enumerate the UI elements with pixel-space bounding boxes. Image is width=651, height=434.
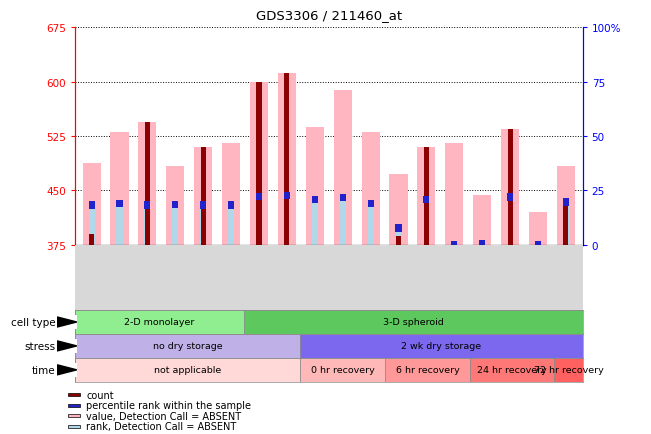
Polygon shape [57,317,77,327]
Bar [200,205,206,245]
Text: cell type: cell type [10,317,55,327]
Bar [563,204,569,245]
Bar [145,122,150,245]
Bar [389,175,408,245]
Bar [395,230,402,245]
Bar [395,225,402,232]
Bar [145,205,150,245]
Bar [284,74,290,245]
Text: percentile rank within the sample: percentile rank within the sample [86,401,251,410]
Bar [145,202,150,209]
Polygon shape [57,341,77,351]
Bar [479,241,485,248]
Bar [111,133,128,245]
Bar [423,197,430,204]
Text: time: time [32,365,55,375]
Bar [139,122,156,245]
Bar [68,393,79,397]
Bar [117,201,122,207]
Text: 72 hr recovery: 72 hr recovery [534,365,603,375]
Bar [396,237,401,245]
Text: count: count [86,390,114,400]
Bar [222,144,240,245]
Bar [256,82,262,245]
Bar [368,201,374,207]
Text: 24 hr recovery: 24 hr recovery [477,365,547,375]
Bar [340,200,346,245]
Bar [89,234,94,245]
Bar [117,204,122,245]
Bar [306,127,324,245]
Bar [529,213,547,245]
Bar [445,144,464,245]
Bar [333,91,352,245]
Bar [250,82,268,245]
Bar [228,202,234,209]
Bar [83,164,101,245]
Bar [361,133,380,245]
Bar [557,167,575,245]
Bar [200,202,206,209]
Bar [470,358,554,382]
Bar [68,425,79,428]
Bar [166,167,184,245]
Bar [75,334,300,358]
Bar [256,193,262,201]
Bar [507,194,513,201]
Bar [173,201,178,208]
Text: value, Detection Call = ABSENT: value, Detection Call = ABSENT [86,411,242,421]
Bar [385,358,470,382]
Bar [340,194,346,202]
Bar [256,198,262,245]
Bar [535,242,541,249]
Text: rank, Detection Call = ABSENT: rank, Detection Call = ABSENT [86,421,236,431]
Bar [312,202,318,245]
Bar [563,199,569,206]
Bar [563,198,568,245]
Text: 2 wk dry storage: 2 wk dry storage [402,342,482,351]
Bar [278,74,296,245]
Bar [300,358,385,382]
Bar [312,197,318,204]
Bar [424,148,429,245]
Text: stress: stress [24,341,55,351]
Bar [451,242,458,249]
Bar [89,202,94,209]
Bar [201,148,206,245]
Bar [501,129,519,245]
Bar [173,205,178,245]
Bar [473,196,492,245]
Bar [368,207,374,245]
Text: 0 hr recovery: 0 hr recovery [311,365,374,375]
Text: 3-D spheroid: 3-D spheroid [383,318,444,327]
Bar [68,414,79,418]
Bar [554,358,583,382]
Bar [75,358,300,382]
Bar [508,129,512,245]
Bar [417,148,436,245]
Bar [423,205,430,245]
Text: 6 hr recovery: 6 hr recovery [396,365,460,375]
Text: not applicable: not applicable [154,365,221,375]
Text: GDS3306 / 211460_at: GDS3306 / 211460_at [256,9,402,22]
Bar [284,192,290,200]
Bar [300,334,583,358]
Bar [75,310,244,334]
Text: 2-D monolayer: 2-D monolayer [124,318,195,327]
Text: no dry storage: no dry storage [153,342,223,351]
Bar [68,404,79,407]
Polygon shape [57,365,77,375]
Bar [507,200,513,245]
Bar [228,205,234,245]
Bar [89,205,94,245]
Bar [244,310,583,334]
Bar [194,148,212,245]
Bar [284,198,290,245]
